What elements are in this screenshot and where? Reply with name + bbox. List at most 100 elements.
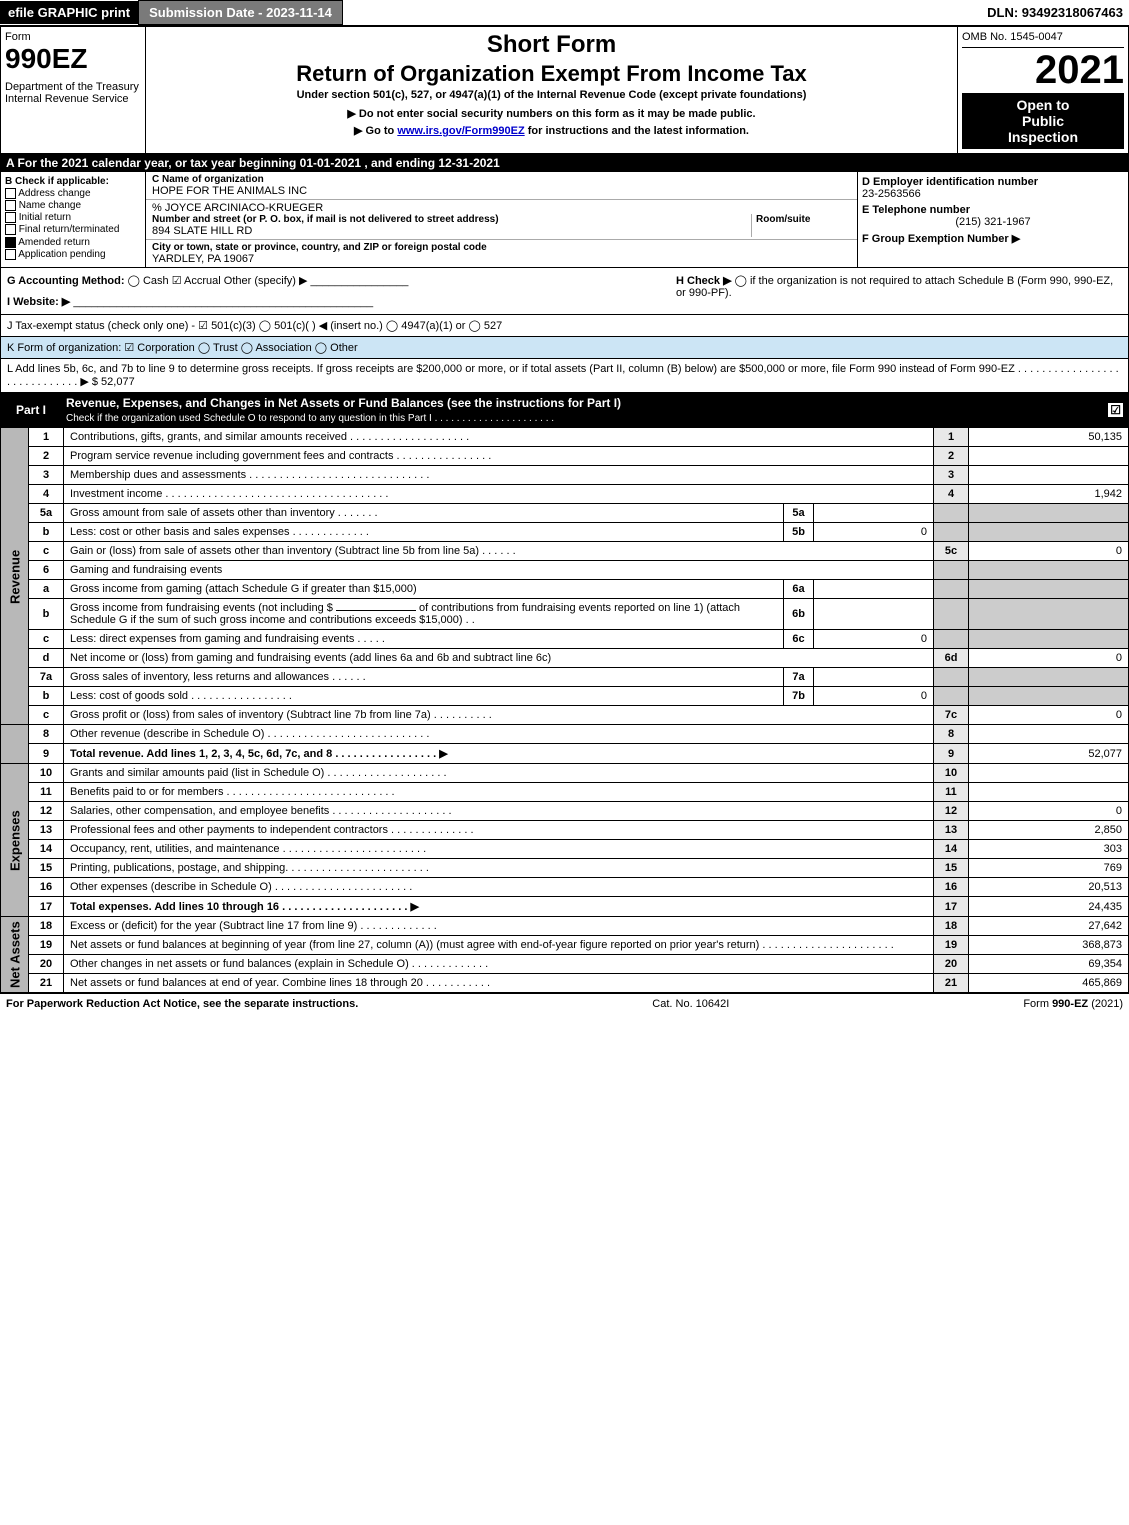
h-label: H Check ▶ [676,275,732,287]
line-5c-text: Gain or (loss) from sale of assets other… [64,542,934,561]
line-19-col: 19 [934,936,969,955]
irs-link[interactable]: www.irs.gov/Form990EZ [397,125,524,137]
open-line1: Open to [966,97,1120,113]
street-label: Number and street (or P. O. box, if mail… [152,214,751,225]
line-20-text: Other changes in net assets or fund bala… [64,955,934,974]
line-15-text: Printing, publications, postage, and shi… [64,859,934,878]
footer-left: For Paperwork Reduction Act Notice, see … [6,998,358,1010]
line-6a-num: a [29,580,64,599]
gh-row: G Accounting Method: ◯ Cash ☑ Accrual Ot… [0,268,1129,315]
line-7b-num: b [29,687,64,706]
line-4-num: 4 [29,485,64,504]
line-14-text: Occupancy, rent, utilities, and maintena… [64,840,934,859]
line-3-text: Membership dues and assessments . . . . … [64,466,934,485]
line-12-num: 12 [29,802,64,821]
under-section: Under section 501(c), 527, or 4947(a)(1)… [152,89,951,101]
line-21-col: 21 [934,974,969,993]
line-13-amt: 2,850 [969,821,1129,840]
line-16-amt: 20,513 [969,878,1129,897]
line-6a-subcol: 6a [784,580,814,599]
line-9-amt: 52,077 [969,744,1129,764]
line-20-num: 20 [29,955,64,974]
line-9-col: 9 [934,744,969,764]
section-c: C Name of organization HOPE FOR THE ANIM… [146,172,858,267]
line-7a-greycol [934,668,969,687]
line-1-col: 1 [934,428,969,447]
line-9-text: Total revenue. Add lines 1, 2, 3, 4, 5c,… [64,744,934,764]
line-1-num: 1 [29,428,64,447]
line-21-text: Net assets or fund balances at end of ye… [64,974,934,993]
l-amount: 52,077 [101,376,135,388]
line-12-amt: 0 [969,802,1129,821]
line-1-text: Contributions, gifts, grants, and simila… [64,428,934,447]
name-change-checkbox[interactable]: Name change [5,200,141,211]
line-5a-subcol: 5a [784,504,814,523]
line-2-num: 2 [29,447,64,466]
line-21-num: 21 [29,974,64,993]
line-10-amt [969,764,1129,783]
line-2-amt [969,447,1129,466]
line-7a-subamt [814,668,934,687]
f-group-label: F Group Exemption Number ▶ [862,232,1124,245]
line-8-text: Other revenue (describe in Schedule O) .… [64,725,934,744]
line-4-col: 4 [934,485,969,504]
other-method[interactable]: Other (specify) ▶ [224,275,308,287]
line-6b-subcol: 6b [784,599,814,630]
line-6c-num: c [29,630,64,649]
line-7b-subcol: 7b [784,687,814,706]
dln: DLN: 93492318067463 [987,5,1129,20]
omb-number: OMB No. 1545-0047 [962,31,1124,48]
form-label: Form [5,31,141,43]
line-6-num: 6 [29,561,64,580]
h-checkbox[interactable]: ◯ [735,275,750,287]
line-5a-greyamt [969,504,1129,523]
d-ein-label: D Employer identification number [862,176,1124,188]
accrual-checkbox[interactable]: ☑ Accrual [172,275,221,287]
line-7a-greyamt [969,668,1129,687]
addr-change-checkbox[interactable]: Address change [5,188,141,199]
line-21-amt: 465,869 [969,974,1129,993]
line-7b-greyamt [969,687,1129,706]
line-7c-text: Gross profit or (loss) from sales of inv… [64,706,934,725]
line-15-col: 15 [934,859,969,878]
line-16-col: 16 [934,878,969,897]
goto-suffix: for instructions and the latest informat… [525,125,749,137]
section-def: D Employer identification number 23-2563… [858,172,1128,267]
line-5a-greycol [934,504,969,523]
line-7b-subamt: 0 [814,687,934,706]
phone: (215) 321-1967 [862,216,1124,228]
line-6c-subcol: 6c [784,630,814,649]
line-14-num: 14 [29,840,64,859]
revenue-side-continuation [1,725,29,764]
cash-checkbox[interactable]: ◯ Cash [128,275,169,287]
final-return-checkbox[interactable]: Final return/terminated [5,224,141,235]
line-5b-text: Less: cost or other basis and sales expe… [64,523,784,542]
efile-print-button[interactable]: efile GRAPHIC print [0,1,138,24]
line-6c-greycol [934,630,969,649]
application-pending-checkbox[interactable]: Application pending [5,249,141,260]
line-7a-subcol: 7a [784,668,814,687]
line-7c-amt: 0 [969,706,1129,725]
city-label: City or town, state or province, country… [152,242,851,253]
line-3-num: 3 [29,466,64,485]
line-6d-num: d [29,649,64,668]
line-14-col: 14 [934,840,969,859]
initial-return-checkbox[interactable]: Initial return [5,212,141,223]
tax-year: 2021 [962,48,1124,93]
line-19-num: 19 [29,936,64,955]
part1-checkbox[interactable]: ☑ [1108,403,1123,417]
line-17-text: Total expenses. Add lines 10 through 16 … [64,897,934,917]
line-5a-num: 5a [29,504,64,523]
line-6d-col: 6d [934,649,969,668]
line-1-amt: 50,135 [969,428,1129,447]
line-7b-text: Less: cost of goods sold . . . . . . . .… [64,687,784,706]
line-11-num: 11 [29,783,64,802]
line-5c-col: 5c [934,542,969,561]
short-form-title: Short Form [152,31,951,59]
amended-return-checkbox[interactable]: Amended return [5,237,141,248]
line-13-col: 13 [934,821,969,840]
form-number: 990EZ [5,43,141,75]
goto-link[interactable]: ▶ Go to www.irs.gov/Form990EZ for instru… [152,124,951,137]
footer-mid: Cat. No. 10642I [652,998,729,1010]
city-state-zip: YARDLEY, PA 19067 [152,253,851,265]
